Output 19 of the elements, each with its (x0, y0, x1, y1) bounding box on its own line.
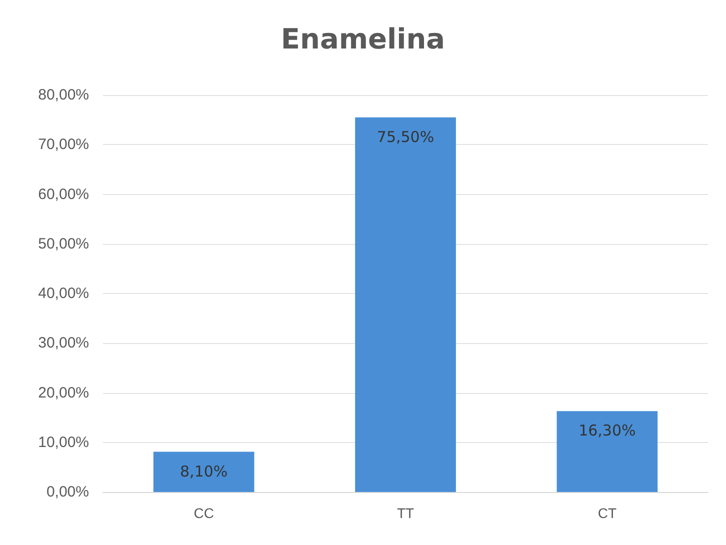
y-tick-label: 0,00% (46, 484, 89, 500)
y-tick-label: 30,00% (38, 334, 89, 352)
chart-title: Enamelina (280, 22, 446, 56)
y-tick-label: 10,00% (38, 434, 89, 451)
y-tick-label: 70,00% (38, 136, 89, 154)
y-tick-label: 60,00% (38, 186, 89, 203)
y-tick-label: 50,00% (38, 235, 89, 252)
x-tick-label: CC (194, 505, 214, 521)
y-tick-label: 80,00% (38, 86, 89, 104)
data-label: 16,30% (578, 422, 636, 440)
bar (556, 411, 658, 492)
x-tick-label: TT (396, 505, 414, 521)
bar (153, 452, 254, 492)
data-label: 8,10% (180, 462, 228, 480)
y-tick-label: 20,00% (38, 384, 89, 402)
data-label: 75,50% (376, 128, 434, 146)
bar (355, 117, 456, 492)
x-tick-label: CT (598, 505, 617, 521)
y-tick-label: 40,00% (38, 285, 89, 302)
